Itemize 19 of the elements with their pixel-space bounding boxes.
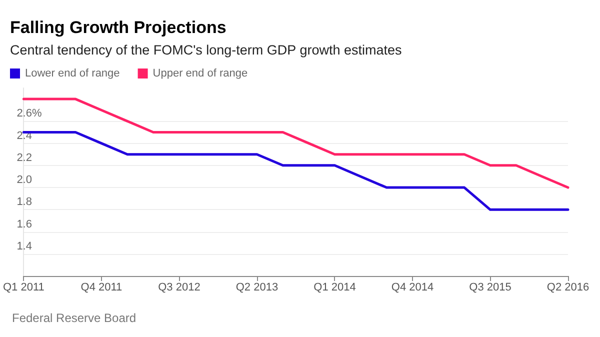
chart-subtitle: Central tendency of the FOMC's long-term GDP growth estimates xyxy=(10,42,402,58)
y-tick-label: 2.6% xyxy=(16,108,42,120)
chart-title: Falling Growth Projections xyxy=(10,18,226,37)
y-tick-label: 1.8 xyxy=(16,196,32,208)
x-tick-label: Q2 2013 xyxy=(236,282,278,294)
y-tick-label: 2.0 xyxy=(16,174,32,186)
x-tick-label: Q2 2016 xyxy=(546,282,590,294)
text: Federal Reserve Board xyxy=(12,311,136,325)
x-tick-label: Q1 2011 xyxy=(2,282,44,294)
x-tick-label: Q3 2015 xyxy=(469,282,512,294)
x-tick-label: Q4 2011 xyxy=(80,282,122,294)
y-tick-label: 2.2 xyxy=(16,152,32,164)
y-tick-label: 1.6 xyxy=(16,218,32,230)
x-tick-label: Q4 2014 xyxy=(391,282,434,294)
y-tick-label: 1.4 xyxy=(16,240,32,252)
legend-label: Upper end of range xyxy=(152,68,248,80)
x-tick-label: Q1 2014 xyxy=(314,282,356,294)
x-tick-label: Q3 2012 xyxy=(158,282,200,294)
legend-label: Lower end of range xyxy=(25,68,120,80)
